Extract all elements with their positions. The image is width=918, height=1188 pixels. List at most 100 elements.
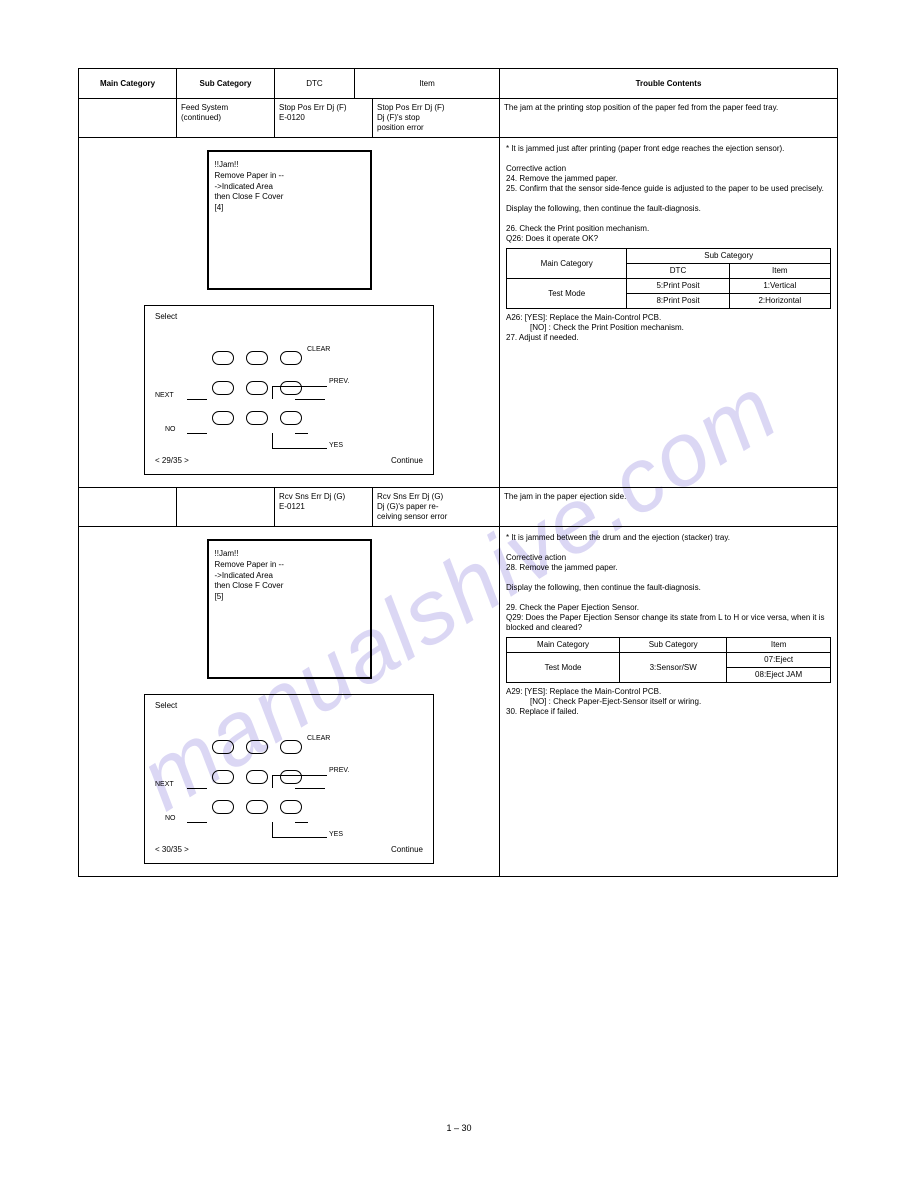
wire bbox=[272, 775, 327, 776]
wire bbox=[272, 386, 273, 399]
error1-header-row: Feed System (continued) Stop Pos Err Dj … bbox=[79, 99, 837, 138]
err1-spec-table: Main Category Sub Category DTC Item Test… bbox=[506, 248, 831, 309]
t-h2: Sub Category bbox=[627, 249, 831, 264]
key-icon bbox=[212, 411, 234, 425]
key-icon bbox=[246, 351, 268, 365]
err1-keypad: Select bbox=[144, 305, 434, 475]
err2-cont: Continue bbox=[391, 845, 423, 855]
err1-sub: Feed System (continued) bbox=[177, 99, 275, 137]
err1-item-col: Stop Pos Err Dj (F) Dj (F)'s stop positi… bbox=[373, 99, 499, 137]
key-icon bbox=[212, 381, 234, 395]
err1-a26n: [NO] : Check the Print Position mechanis… bbox=[506, 323, 831, 333]
err2-item-b: Dj (G)'s paper re- ceiving sensor error bbox=[377, 502, 447, 521]
key-icon bbox=[280, 740, 302, 754]
err1-nav: < 29/35 > bbox=[155, 456, 189, 466]
err2-spec-table: Main Category Sub Category Item Test Mod… bbox=[506, 637, 831, 683]
key-icon bbox=[280, 351, 302, 365]
t-h1: Main Category bbox=[507, 249, 627, 279]
err2-right: * It is jammed between the drum and the … bbox=[500, 527, 837, 876]
key-icon bbox=[280, 800, 302, 814]
t-h3: DTC bbox=[627, 264, 729, 279]
table-header: Main Category Sub Category DTC Item Trou… bbox=[79, 69, 837, 99]
key-icon bbox=[212, 800, 234, 814]
err2-q29: Q29: Does the Paper Ejection Sensor chan… bbox=[506, 613, 831, 633]
leg-yes: YES bbox=[329, 442, 343, 451]
key-icon bbox=[246, 800, 268, 814]
t-r2b: 1:Vertical bbox=[729, 279, 830, 294]
err2-dtc-a: Rcv Sns Err Dj (G) bbox=[279, 492, 345, 501]
err1-select-label: Select bbox=[155, 312, 177, 322]
err1-main bbox=[79, 99, 177, 137]
wire bbox=[272, 775, 273, 788]
leg-yes: YES bbox=[329, 831, 343, 840]
err2-item-col: Rcv Sns Err Dj (G) Dj (G)'s paper re- ce… bbox=[373, 488, 499, 526]
hdr-right: Trouble Contents bbox=[500, 69, 837, 98]
err2-trouble: The jam in the paper ejection side. bbox=[500, 488, 837, 526]
leg-prev: PREV. bbox=[329, 378, 349, 387]
err1-dtc-col: Stop Pos Err Dj (F) E-0120 bbox=[275, 99, 373, 137]
wire bbox=[187, 433, 207, 434]
err2-left: !!Jam!! Remove Paper in -- ->Indicated A… bbox=[79, 527, 500, 876]
t2-r2b: 07:Eject bbox=[727, 653, 831, 668]
key-icon bbox=[280, 381, 302, 395]
hdr-sub: Sub Category bbox=[177, 69, 275, 98]
err2-dtc-b: E-0121 bbox=[279, 502, 305, 511]
err2-a29y: A29: [YES]: Replace the Main-Control PCB… bbox=[506, 687, 831, 697]
t-r1: Test Mode bbox=[507, 279, 627, 309]
error1-body: !!Jam!! Remove Paper in -- ->Indicated A… bbox=[79, 138, 837, 488]
wire bbox=[272, 433, 273, 448]
t2-h4: Item bbox=[727, 638, 831, 653]
err1-dtc-b: E-0120 bbox=[279, 113, 305, 122]
err1-cont: Continue bbox=[391, 456, 423, 466]
wire bbox=[272, 837, 327, 838]
key-icon bbox=[246, 740, 268, 754]
wire bbox=[187, 399, 207, 400]
wire bbox=[295, 399, 325, 400]
err1-item-a: Stop Pos Err Dj (F) bbox=[377, 103, 445, 112]
leg-no: NO bbox=[165, 815, 176, 824]
err1-intro: * It is jammed just after printing (pape… bbox=[506, 144, 831, 214]
wire bbox=[295, 433, 308, 434]
hdr-main: Main Category bbox=[79, 69, 177, 98]
err2-keys: CLEAR PREV. NEXT NO YES bbox=[207, 737, 307, 817]
key-icon bbox=[212, 770, 234, 784]
key-icon bbox=[246, 381, 268, 395]
leg-next: NEXT bbox=[155, 392, 174, 401]
wire bbox=[187, 788, 207, 789]
page-number: 1 – 30 bbox=[0, 1123, 918, 1134]
wire bbox=[295, 788, 325, 789]
err2-step30: 30. Replace if failed. bbox=[506, 707, 831, 717]
err1-trouble: The jam at the printing stop position of… bbox=[500, 99, 837, 137]
leg-no: NO bbox=[165, 426, 176, 435]
page-frame: Main Category Sub Category DTC Item Trou… bbox=[78, 68, 838, 877]
err2-nav: < 30/35 > bbox=[155, 845, 189, 855]
err1-dtc-a: Stop Pos Err Dj (F) bbox=[279, 103, 347, 112]
t2-r1: Test Mode bbox=[507, 653, 620, 683]
hdr-dtc: DTC bbox=[275, 69, 355, 98]
err2-step29: 29. Check the Paper Ejection Sensor. bbox=[506, 603, 831, 613]
t2-r2a: 3:Sensor/SW bbox=[620, 653, 727, 683]
key-icon bbox=[212, 351, 234, 365]
err2-dtc-col: Rcv Sns Err Dj (G) E-0121 bbox=[275, 488, 373, 526]
err1-a26y: A26: [YES]: Replace the Main-Control PCB… bbox=[506, 313, 831, 323]
err1-left: !!Jam!! Remove Paper in -- ->Indicated A… bbox=[79, 138, 500, 487]
err1-step27: 27. Adjust if needed. bbox=[506, 333, 831, 343]
leg-next: NEXT bbox=[155, 781, 174, 790]
err2-a29n: [NO] : Check Paper-Eject-Sensor itself o… bbox=[506, 697, 831, 707]
err1-item-b: Dj (F)'s stop position error bbox=[377, 113, 424, 132]
err1-display: !!Jam!! Remove Paper in -- ->Indicated A… bbox=[207, 150, 372, 290]
err1-step26: 26. Check the Print position mechanism. bbox=[506, 224, 831, 234]
error2-body: !!Jam!! Remove Paper in -- ->Indicated A… bbox=[79, 527, 837, 876]
t2-r3b: 08:Eject JAM bbox=[727, 668, 831, 683]
err2-main bbox=[79, 488, 177, 526]
err2-display: !!Jam!! Remove Paper in -- ->Indicated A… bbox=[207, 539, 372, 679]
wire bbox=[295, 822, 308, 823]
err2-keypad: Select bbox=[144, 694, 434, 864]
err1-right: * It is jammed just after printing (pape… bbox=[500, 138, 837, 487]
t2-h1: Main Category bbox=[507, 638, 620, 653]
key-icon bbox=[246, 411, 268, 425]
leg-clear: CLEAR bbox=[307, 735, 330, 744]
hdr-item: Item bbox=[355, 69, 500, 98]
wire bbox=[272, 386, 327, 387]
err2-select-label: Select bbox=[155, 701, 177, 711]
